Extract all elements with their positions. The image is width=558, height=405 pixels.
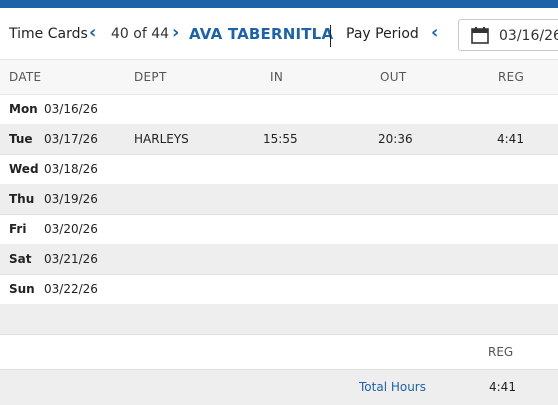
- row-date: 03/21/26: [44, 252, 98, 266]
- pay-period-label: Pay Period: [346, 26, 419, 42]
- column-header-reg: REG: [498, 70, 525, 84]
- row-date: 03/18/26: [44, 162, 98, 176]
- header-divider: [330, 25, 331, 47]
- table-row[interactable]: Fri 03/20/26: [0, 214, 558, 245]
- employee-name: AVA TABERNITLA: [189, 25, 334, 43]
- pay-period-date-picker[interactable]: 03/16/26: [458, 19, 558, 51]
- total-hours-label: Total Hours: [359, 380, 426, 394]
- summary-header: REG: [0, 335, 558, 369]
- table-header: DATE DEPT IN OUT REG: [0, 60, 558, 95]
- pay-period-date-value[interactable]: 03/16/26: [499, 28, 558, 44]
- summary-reg-header: REG: [488, 345, 514, 359]
- row-date: 03/22/26: [44, 282, 98, 296]
- table-row[interactable]: Mon 03/16/26: [0, 94, 558, 125]
- row-day: Wed: [9, 162, 39, 176]
- row-day: Sun: [9, 282, 35, 296]
- row-date: 03/17/26: [44, 132, 98, 146]
- page-title: Time Cards: [9, 26, 88, 42]
- column-header-date: DATE: [9, 70, 42, 84]
- calendar-icon[interactable]: [471, 27, 489, 48]
- row-in: 15:55: [263, 132, 298, 146]
- column-header-dept: DEPT: [134, 70, 167, 84]
- row-day: Fri: [9, 222, 27, 236]
- row-reg: 4:41: [497, 132, 524, 146]
- table-row[interactable]: Wed 03/18/26: [0, 154, 558, 185]
- row-date: 03/16/26: [44, 102, 98, 116]
- pay-period-prev-chevron-icon[interactable]: ‹: [431, 22, 439, 43]
- row-dept: HARLEYS: [134, 132, 189, 146]
- table-row[interactable]: Thu 03/19/26: [0, 184, 558, 215]
- table-spacer-row: [0, 304, 558, 335]
- row-day: Thu: [9, 192, 35, 206]
- table-row[interactable]: Tue 03/17/26 HARLEYS 15:55 20:36 4:41: [0, 124, 558, 155]
- chevron-right-icon[interactable]: ›: [172, 22, 180, 43]
- row-date: 03/19/26: [44, 192, 98, 206]
- row-out: 20:36: [378, 132, 413, 146]
- row-day: Tue: [9, 132, 33, 146]
- row-day: Mon: [9, 102, 38, 116]
- record-counter: 40 of 44: [111, 26, 170, 42]
- chevron-left-icon[interactable]: ‹: [89, 22, 97, 43]
- total-hours-value: 4:41: [489, 380, 516, 394]
- column-header-in: IN: [270, 70, 284, 84]
- timecard-header: Time Cards ‹ 40 of 44 › AVA TABERNITLA P…: [0, 8, 558, 60]
- total-hours-row: Total Hours 4:41: [0, 369, 558, 405]
- row-date: 03/20/26: [44, 222, 98, 236]
- column-header-out: OUT: [380, 70, 407, 84]
- top-accent-bar: [0, 0, 558, 8]
- table-row[interactable]: Sat 03/21/26: [0, 244, 558, 275]
- row-day: Sat: [9, 252, 32, 266]
- table-row[interactable]: Sun 03/22/26: [0, 274, 558, 305]
